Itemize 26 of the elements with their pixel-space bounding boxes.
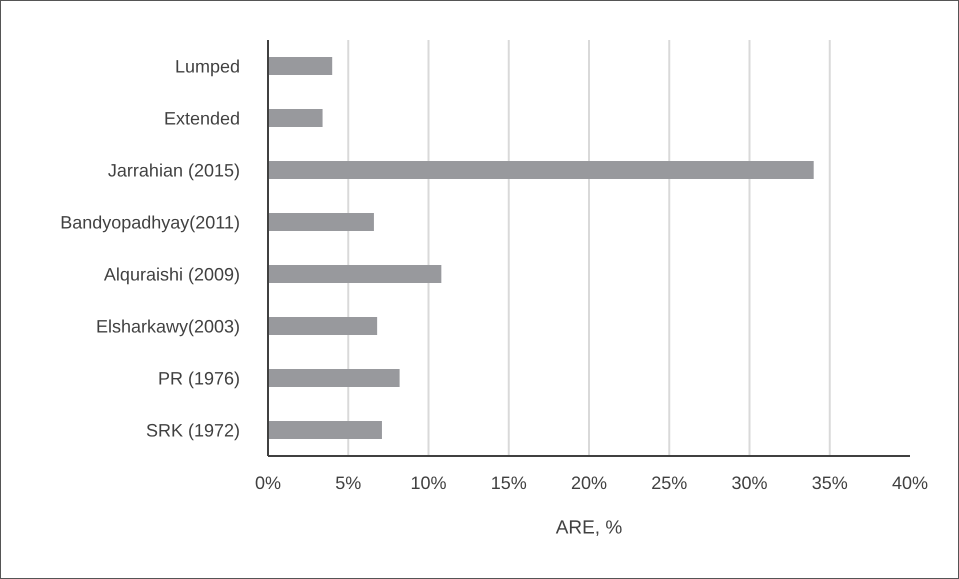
bar — [268, 421, 382, 439]
y-tick-label: Extended — [164, 108, 240, 128]
y-tick-label: SRK (1972) — [146, 420, 240, 440]
x-tick-label: 40% — [892, 472, 928, 493]
x-tick-label: 30% — [731, 472, 768, 493]
x-tick-label: 10% — [410, 472, 447, 493]
bar — [268, 317, 378, 335]
bar — [268, 57, 332, 75]
bar — [268, 161, 814, 179]
x-tick-label: 5% — [335, 472, 362, 493]
bar — [268, 213, 374, 231]
x-axis-title: ARE, % — [556, 517, 622, 538]
bar — [268, 369, 400, 387]
y-tick-label: Alquraishi (2009) — [104, 264, 240, 284]
x-tick-label: 15% — [490, 472, 527, 493]
x-tick-label: 35% — [812, 472, 848, 493]
y-tick-label: Jarrahian (2015) — [108, 160, 240, 180]
y-tick-label: Lumped — [174, 56, 240, 76]
bar — [268, 265, 442, 283]
y-tick-label: Elsharkawy(2003) — [96, 316, 240, 336]
y-tick-label: PR (1976) — [158, 368, 240, 388]
x-tick-label: 25% — [651, 472, 688, 493]
x-tick-label: 0% — [254, 472, 282, 493]
x-tick-label: 20% — [570, 472, 608, 493]
y-tick-label: Bandyopadhyay(2011) — [60, 212, 240, 232]
bar — [268, 109, 323, 127]
